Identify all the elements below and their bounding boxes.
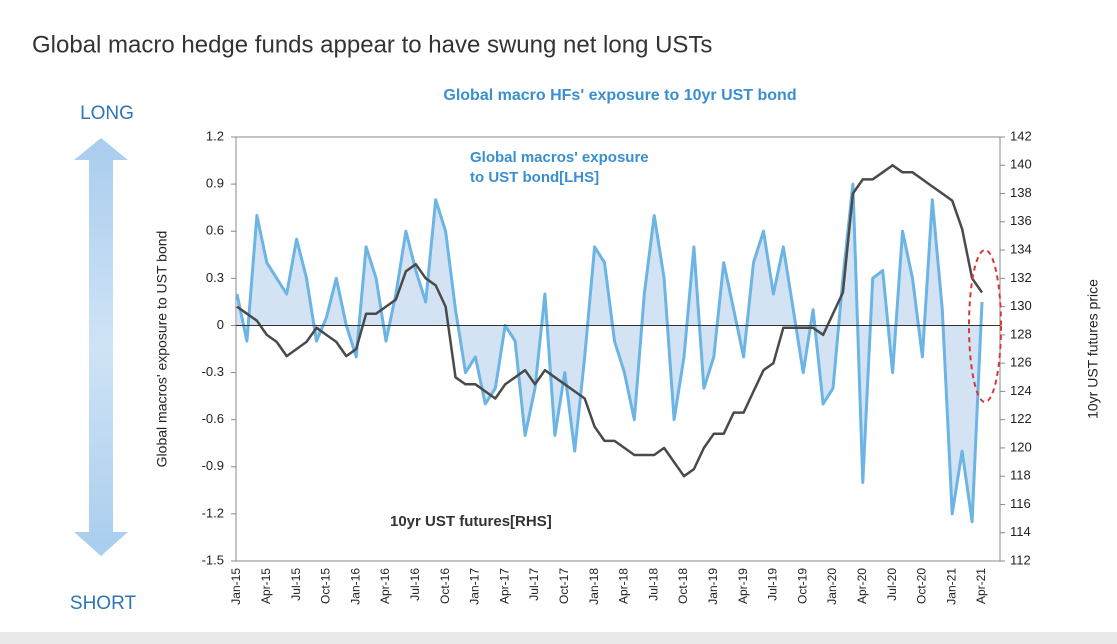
y2-tick-label: 120 <box>1010 439 1032 454</box>
page-title: Global macro hedge funds appear to have … <box>32 31 712 58</box>
x-tick-label: Jan-15 <box>229 568 243 605</box>
y2-axis-label: 10yr UST futures price <box>1085 279 1101 419</box>
y2-tick-label: 124 <box>1010 383 1032 398</box>
y2-tick-label: 134 <box>1010 242 1032 257</box>
x-tick-label: Oct-16 <box>438 568 452 604</box>
y2-tick-label: 136 <box>1010 213 1032 228</box>
x-tick-label: Apr-18 <box>617 568 631 604</box>
y2-tick-label: 140 <box>1010 157 1032 172</box>
plot-frame <box>235 136 1001 562</box>
x-tick-label: Jul-16 <box>408 568 422 601</box>
y-tick-label: -0.3 <box>202 364 224 379</box>
y2-tick-label: 138 <box>1010 185 1032 200</box>
x-tick-label: Jan-21 <box>944 568 958 605</box>
x-tick-label: Apr-17 <box>497 568 511 604</box>
x-tick-label: Oct-19 <box>795 568 809 604</box>
y-tick-label: -1.5 <box>202 552 224 567</box>
x-tick-label: Oct-20 <box>915 568 929 604</box>
x-tick-label: Oct-15 <box>319 568 333 604</box>
x-tick-label: Apr-21 <box>974 568 988 604</box>
y-tick-label: 0.6 <box>206 223 224 238</box>
x-tick-label: Apr-15 <box>259 568 273 604</box>
plot: -1.5 -1.2 -0.9 -0.6 -0.3 0 0.3 0.6 0.9 1.2 112 114 1… <box>202 128 1032 604</box>
line <box>236 164 984 478</box>
x-tick-label: Jul-18 <box>646 568 660 601</box>
y2-tick-label: 132 <box>1010 270 1032 285</box>
y2-tick-label: 114 <box>1010 524 1031 539</box>
x-tick-label: Jul-15 <box>289 568 303 601</box>
y2-tick-label: 116 <box>1010 496 1031 511</box>
y-tick-label: 0 <box>217 317 224 332</box>
y2-tick-label: 122 <box>1010 411 1032 426</box>
x-tick-label: Jul-20 <box>885 568 899 601</box>
y-tick-label: -0.9 <box>202 458 224 473</box>
x-tick-label: Jan-17 <box>468 568 482 605</box>
y-tick-label: 0.9 <box>206 176 224 191</box>
x-tick-label: Apr-16 <box>378 568 392 604</box>
y2-tick-label: 142 <box>1010 128 1032 143</box>
y-tick-label: -0.6 <box>202 411 224 426</box>
x-tick-label: Apr-19 <box>736 568 750 604</box>
highlight-ellipse <box>968 249 1002 403</box>
x-tick-label: Oct-17 <box>557 568 571 604</box>
x-tick-label: Apr-20 <box>855 568 869 604</box>
y2-tick-label: 126 <box>1010 355 1032 370</box>
y2-tick-label: 128 <box>1010 326 1032 341</box>
y2-tick-label: 130 <box>1010 298 1032 313</box>
y2-tick-label: 118 <box>1010 468 1031 483</box>
y-tick-label: -1.2 <box>202 505 224 520</box>
y-axis-label: Global macros' exposure to UST bond <box>154 231 170 468</box>
annotation: Global macros' exposure <box>470 149 649 166</box>
x-tick-label: Jan-16 <box>348 568 362 605</box>
x-tick-label: Jan-19 <box>706 568 720 605</box>
x-tick-label: Jul-19 <box>766 568 780 601</box>
annotation: 10yr UST futures[RHS] <box>390 513 552 530</box>
y-tick-label: 0.3 <box>206 270 224 285</box>
annotation: to UST bond[LHS] <box>470 169 599 186</box>
y-tick-label: 1.2 <box>206 128 224 143</box>
x-tick-label: Jul-17 <box>527 568 541 601</box>
x-tick-label: Jan-20 <box>825 568 839 605</box>
area <box>237 184 982 522</box>
footer-bar <box>0 632 1117 644</box>
line <box>235 182 984 524</box>
short-label: SHORT <box>70 593 137 614</box>
y2-tick-label: 112 <box>1010 552 1031 567</box>
long-label: LONG <box>80 103 134 124</box>
chart-title: Global macro HFs' exposure to 10yr UST b… <box>443 87 796 104</box>
direction-arrow <box>74 138 128 556</box>
x-tick-label: Oct-18 <box>676 568 690 604</box>
x-tick-label: Jan-18 <box>587 568 601 605</box>
